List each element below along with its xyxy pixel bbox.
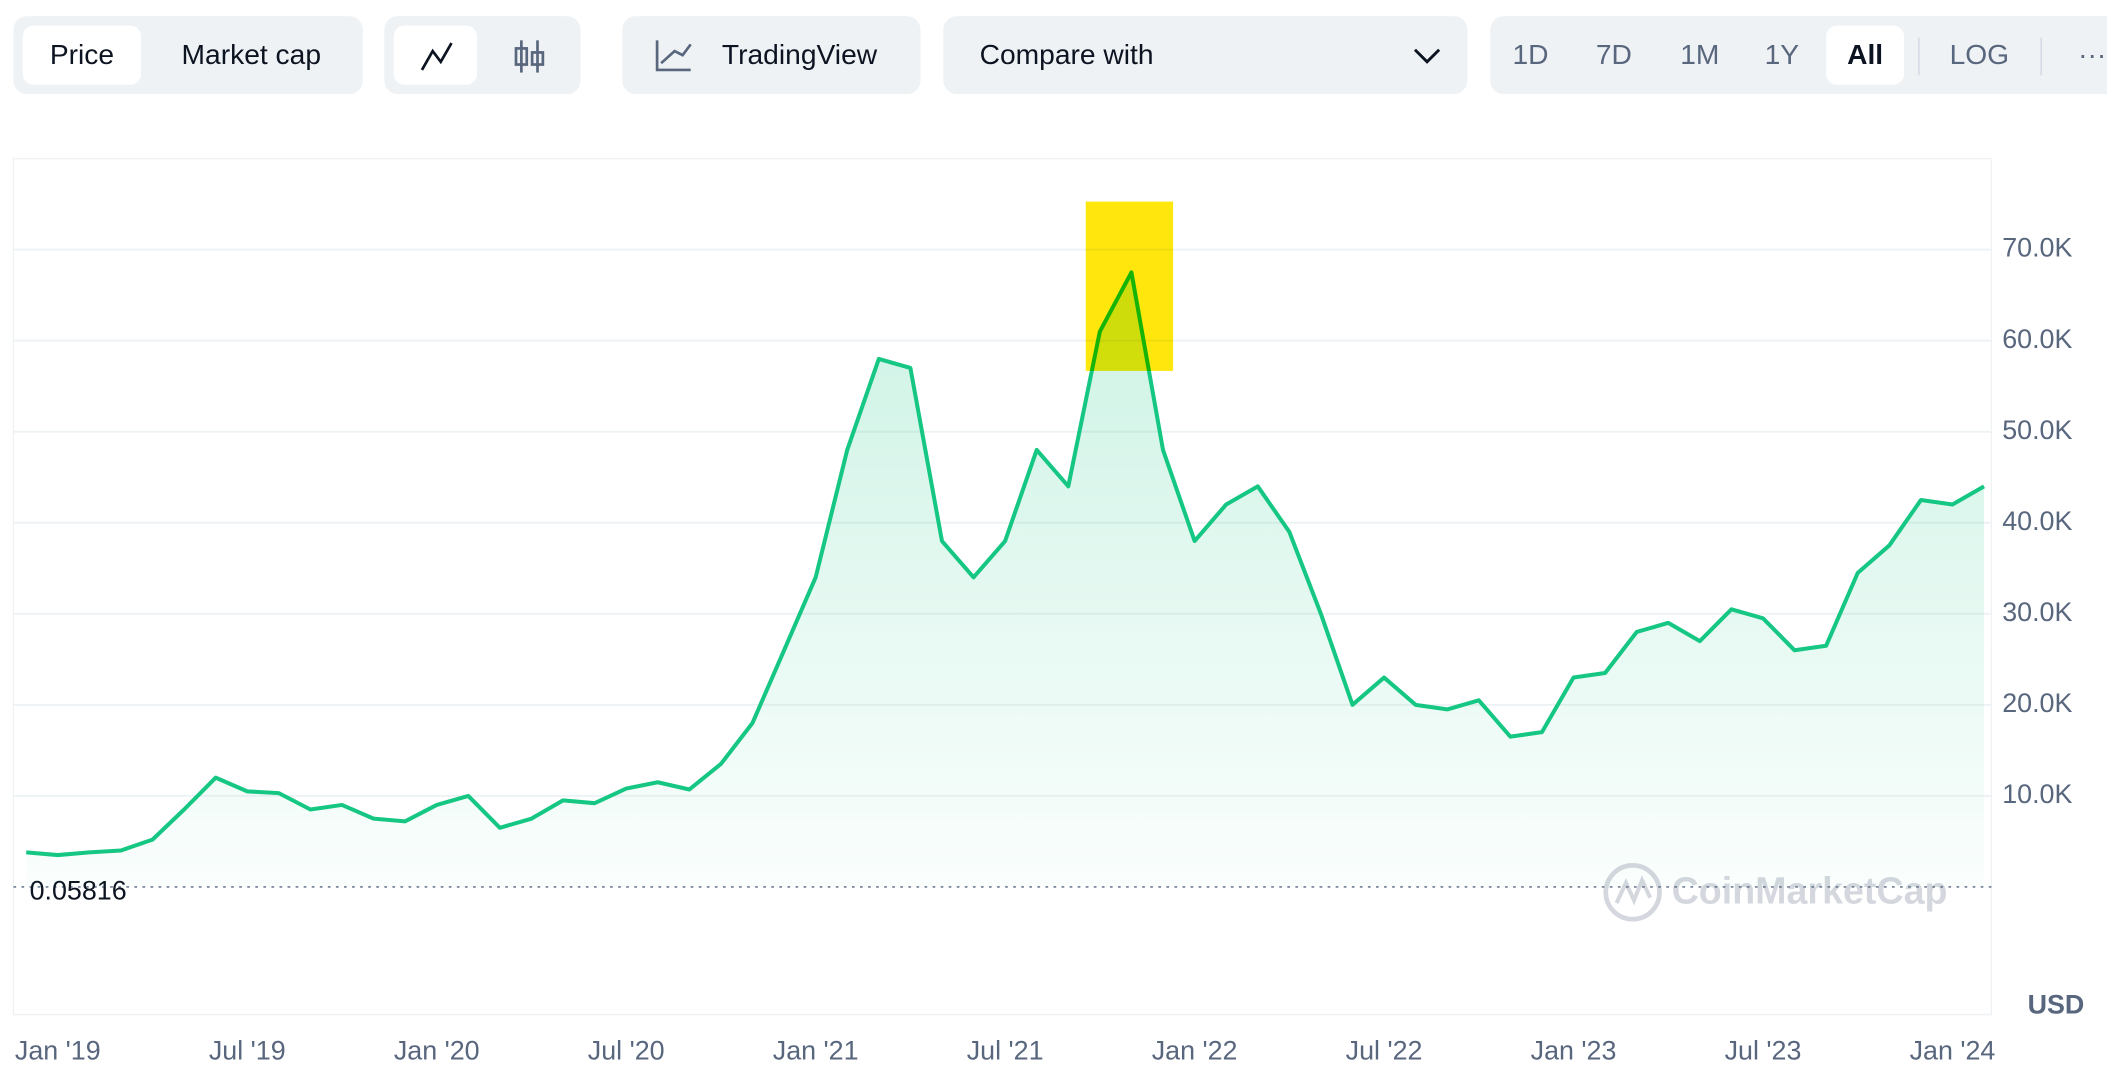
y-tick-label: 60.0K <box>2002 324 2072 354</box>
y-tick-label: 70.0K <box>2002 233 2072 263</box>
tv-icon <box>660 43 692 65</box>
x-tick-label: Jul '23 <box>1725 1035 1802 1065</box>
range-group <box>1490 16 2107 95</box>
toggle-active[interactable] <box>22 25 142 85</box>
y-tick-label: 30.0K <box>2002 597 2072 627</box>
y-tick-label: 50.0K <box>2002 415 2072 445</box>
area-fill <box>26 272 1985 887</box>
tradingview-label: TradingView <box>722 38 878 70</box>
range-button[interactable]: 1M <box>1680 38 1719 70</box>
y-tick-label: 10.0K <box>2002 779 2072 809</box>
x-tick-label: Jan '19 <box>15 1035 101 1065</box>
range-button[interactable]: 7D <box>1596 38 1632 70</box>
watermark: CoinMarketCap <box>1672 870 1948 912</box>
line-icon <box>420 42 453 71</box>
market-cap-button[interactable]: Market cap <box>182 38 322 70</box>
range-active[interactable] <box>1826 25 1905 85</box>
x-tick-label: Jul '21 <box>967 1035 1044 1065</box>
range-button[interactable]: 1D <box>1513 38 1549 70</box>
x-tick-label: Jul '20 <box>588 1035 665 1065</box>
log-button[interactable]: LOG <box>1950 38 2010 70</box>
x-tick-label: Jul '22 <box>1346 1035 1423 1065</box>
tv-icon <box>655 40 691 72</box>
x-tick-label: Jan '21 <box>773 1035 859 1065</box>
candle-icon[interactable] <box>514 40 545 73</box>
more-button[interactable]: ··· <box>2078 38 2106 70</box>
price-button[interactable]: Price <box>50 38 114 70</box>
chevron <box>1413 48 1441 64</box>
tradingview-button[interactable] <box>622 16 921 95</box>
x-tick-label: Jan '23 <box>1531 1035 1617 1065</box>
range-button[interactable]: 1Y <box>1765 38 1800 70</box>
x-tick-label: Jan '24 <box>1910 1035 1996 1065</box>
y-tick-label: 40.0K <box>2002 506 2072 536</box>
compare-dropdown[interactable] <box>943 16 1468 95</box>
unit-label: USD <box>2028 990 2085 1020</box>
x-tick-label: Jul '19 <box>209 1035 286 1065</box>
highlight <box>1085 201 1174 371</box>
range-button[interactable]: All <box>1847 38 1883 70</box>
x-tick-label: Jan '20 <box>394 1035 480 1065</box>
price-line <box>26 270 1986 858</box>
compare-label: Compare with <box>980 38 1154 70</box>
x-tick-label: Jan '22 <box>1152 1035 1238 1065</box>
watermark-logo <box>1603 863 1662 922</box>
y-tick-label: 20.0K <box>2002 688 2072 718</box>
